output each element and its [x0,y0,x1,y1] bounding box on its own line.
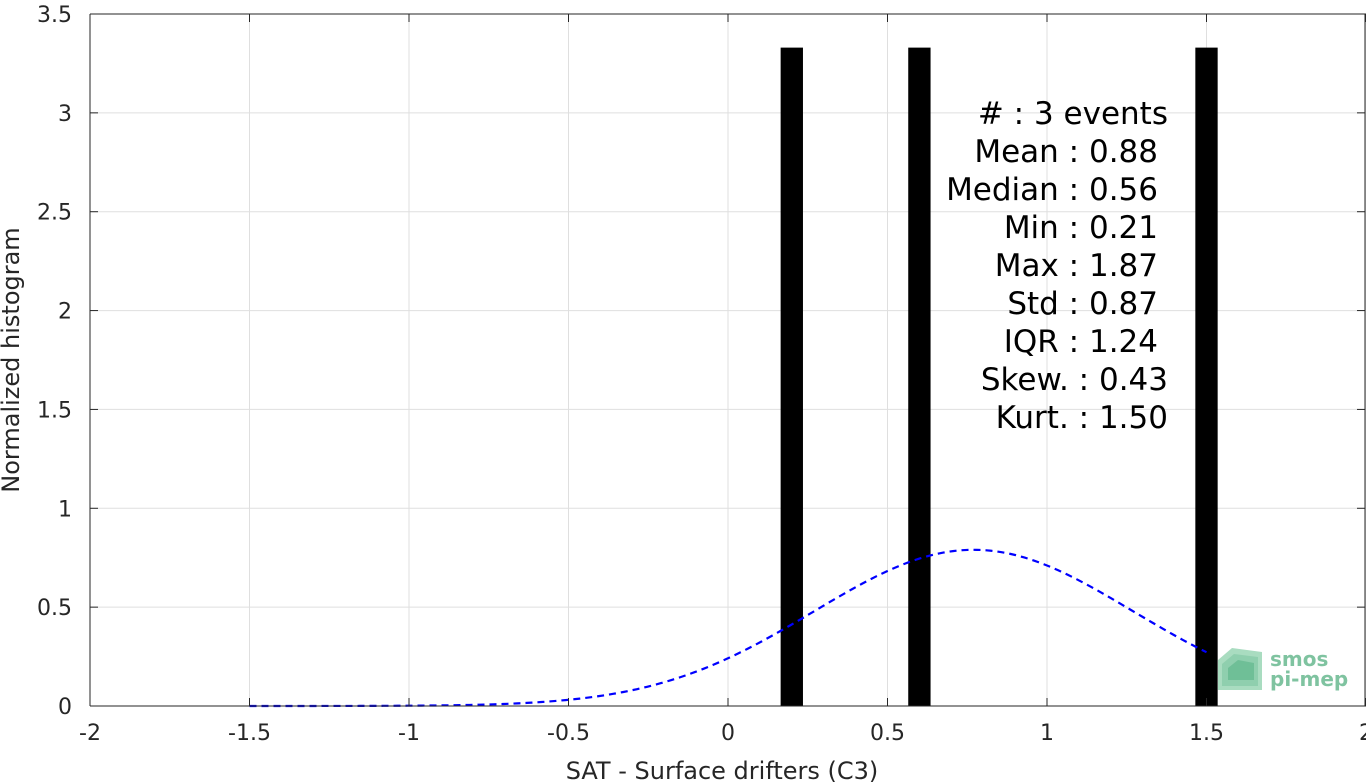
x-tick-label: 0.5 [870,721,905,746]
stat-line: Skew. : 0.43 [981,362,1168,398]
logo-mark-icon [1218,648,1262,690]
x-tick-label: 1.5 [1189,721,1224,746]
x-tick-label: -0.5 [547,721,590,746]
y-tick-label: 0.5 [37,596,72,621]
axes [89,13,1366,707]
x-tick-label: 2 [1359,721,1366,746]
x-tick-label: 1 [1040,721,1054,746]
logo-line2: pi-mep [1270,667,1348,691]
histogram-bar [780,47,803,706]
stat-line: Std : 0.87 [1007,286,1158,322]
y-axis-label: Normalized histogram [0,227,25,492]
x-tick-label: 0 [721,721,735,746]
y-tick-label: 3.5 [37,3,72,28]
y-tick-label: 2.5 [37,201,72,226]
y-tick-label: 0 [58,695,72,720]
stat-line: Kurt. : 1.50 [996,400,1168,436]
histogram-bar [908,47,931,706]
stat-line: Mean : 0.88 [974,134,1158,170]
histogram-bar [1195,47,1218,706]
logo-line1: smos [1270,647,1328,671]
x-tick-label: -1.5 [228,721,271,746]
y-tick-label: 1 [58,497,72,522]
stat-line: IQR : 1.24 [1004,324,1158,360]
stat-line: Max : 1.87 [995,248,1158,284]
x-axis-label: SAT - Surface drifters (C3) [566,757,879,784]
x-tick-label: -2 [79,721,101,746]
stat-line: Median : 0.56 [946,172,1158,208]
y-tick-label: 2 [58,300,72,325]
y-tick-label: 1.5 [37,398,72,423]
stat-line: Min : 0.21 [1004,210,1158,246]
smos-pimep-logo: smos pi-mep [1218,647,1348,691]
tick-labels: -2 -1.5 -1 -0.5 0 0.5 1 1.5 2 0 0.5 1 1.5 2 2.5 3 3.5 [37,3,1366,746]
x-tick-label: -1 [398,721,420,746]
y-tick-label: 3 [58,102,72,127]
bars [780,47,1218,706]
stat-line: # : 3 events [978,96,1168,132]
